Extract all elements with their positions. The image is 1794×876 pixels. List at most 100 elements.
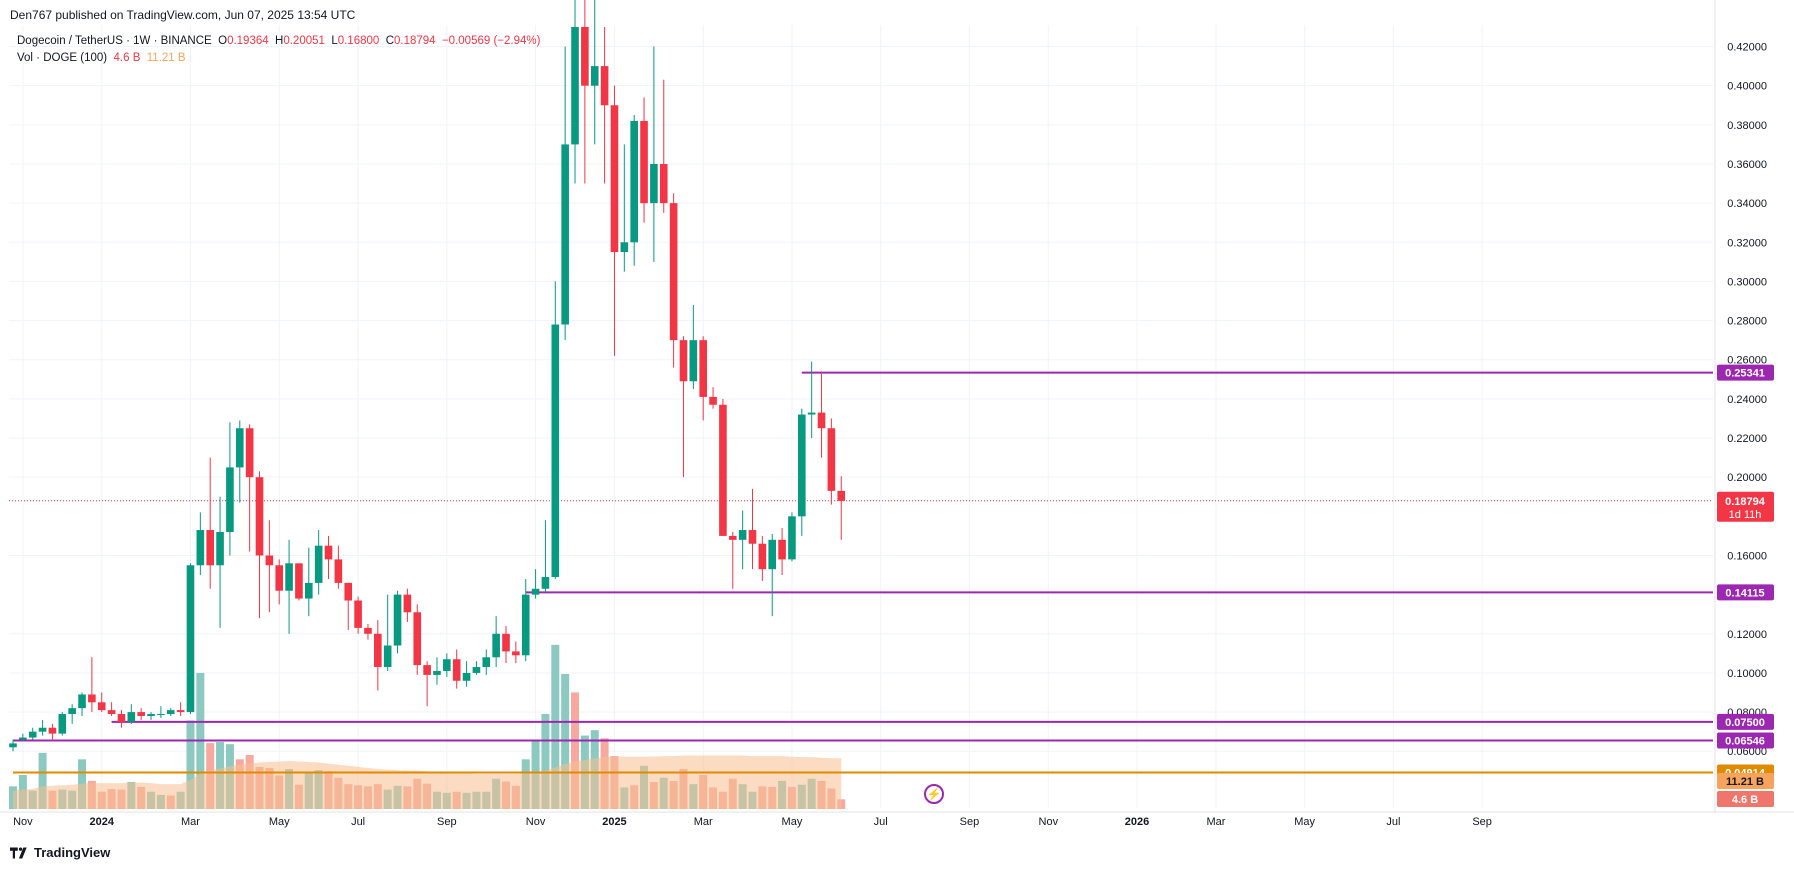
candle-body[interactable] — [640, 120, 648, 204]
candle-body[interactable] — [28, 731, 37, 738]
candle-body[interactable] — [38, 727, 47, 732]
candle-body[interactable] — [659, 163, 668, 204]
candle-body[interactable] — [324, 545, 333, 560]
candles[interactable] — [9, 0, 846, 752]
candle-body[interactable] — [334, 559, 343, 583]
candle-body[interactable] — [255, 477, 264, 556]
candle-body[interactable] — [581, 26, 589, 86]
candle-body[interactable] — [166, 710, 175, 715]
candle-body[interactable] — [699, 340, 707, 397]
candle-body[interactable] — [443, 659, 451, 671]
candle-body[interactable] — [295, 563, 303, 599]
candle-body[interactable] — [235, 428, 244, 468]
candle-body[interactable] — [117, 714, 126, 722]
last-price-badge[interactable] — [1717, 491, 1774, 522]
candle-body[interactable] — [383, 645, 392, 668]
candle-body[interactable] — [226, 467, 234, 532]
price-axis[interactable]: 0.42000 0.40000 0.38000 0.36000 0.34000 0.320… — [1716, 0, 1794, 812]
candle-body[interactable] — [137, 712, 145, 716]
level-price-label-badge[interactable] — [1717, 584, 1774, 601]
candle-body[interactable] — [19, 737, 27, 740]
candle-body[interactable] — [423, 665, 431, 675]
candle-body[interactable] — [68, 708, 76, 715]
candle-body[interactable] — [107, 710, 116, 715]
candle-body[interactable] — [196, 530, 205, 566]
candle-body[interactable] — [48, 727, 57, 734]
candle-body[interactable] — [512, 651, 520, 656]
level-price-label-badge[interactable] — [1717, 364, 1774, 381]
candle-body[interactable] — [9, 743, 17, 748]
candle-body[interactable] — [433, 670, 441, 675]
candle-body[interactable] — [571, 26, 579, 145]
candle-body[interactable] — [88, 694, 96, 703]
candle-body[interactable] — [206, 530, 214, 566]
candle-body[interactable] — [827, 428, 836, 491]
volume-label[interactable]: Vol · DOGE (100) — [17, 52, 108, 64]
candle-body[interactable] — [521, 594, 530, 656]
candle-body[interactable] — [709, 396, 717, 405]
candle-body[interactable] — [344, 582, 353, 601]
candle-body[interactable] — [265, 555, 274, 566]
candle-body[interactable] — [186, 565, 195, 713]
candle-body[interactable] — [669, 203, 678, 341]
candle-body[interactable] — [600, 66, 609, 106]
candle-body[interactable] — [147, 714, 155, 716]
horizontal-levels[interactable] — [9, 371, 1713, 774]
level-price-label-badge[interactable] — [1717, 713, 1774, 730]
time-axis[interactable]: Nov 2024 Mar May Jul Sep Nov 2025 Mar May Jul Sep No… — [13, 816, 1492, 828]
candle-body[interactable] — [798, 414, 806, 517]
candle-body[interactable] — [216, 531, 224, 566]
candle-body[interactable] — [127, 712, 136, 722]
candle-body[interactable] — [502, 633, 510, 652]
candle-body[interactable] — [374, 633, 382, 668]
symbol-label[interactable]: Dogecoin / TetherUS · 1W · BINANCE — [17, 35, 212, 47]
candle-body[interactable] — [719, 404, 727, 536]
candle-body[interactable] — [285, 563, 293, 591]
candle-body[interactable] — [650, 163, 658, 204]
candle-body[interactable] — [689, 340, 698, 382]
candle-body[interactable] — [452, 659, 461, 681]
candle-body[interactable] — [531, 588, 540, 595]
candle-body[interactable] — [590, 66, 599, 86]
candle-body[interactable] — [58, 714, 67, 734]
candle-body[interactable] — [748, 530, 757, 544]
candle-body[interactable] — [364, 627, 372, 634]
candle-body[interactable] — [305, 582, 313, 599]
candle-body[interactable] — [610, 105, 619, 253]
candle-body[interactable] — [462, 672, 471, 681]
candle-body[interactable] — [778, 539, 786, 560]
candle-body[interactable] — [97, 702, 106, 711]
candle-body[interactable] — [768, 539, 777, 570]
candle-body[interactable] — [807, 412, 816, 415]
candle-body[interactable] — [472, 667, 481, 673]
candle-body[interactable] — [679, 340, 688, 382]
candle-body[interactable] — [817, 412, 826, 429]
candle-body[interactable] — [551, 324, 560, 578]
candle-body[interactable] — [393, 594, 402, 646]
candle-body[interactable] — [245, 428, 254, 478]
level-price-label-badge[interactable] — [1717, 732, 1774, 749]
candle-body[interactable] — [561, 144, 569, 325]
candle-body[interactable] — [728, 535, 737, 540]
candle-body[interactable] — [314, 545, 323, 583]
candle-body[interactable] — [630, 120, 638, 243]
candle-body[interactable] — [541, 577, 550, 589]
candle-body[interactable] — [157, 714, 165, 716]
footer-brand[interactable]: TradingView — [10, 845, 110, 860]
candle-body[interactable] — [837, 490, 846, 501]
candle-body[interactable] — [176, 710, 185, 713]
lightning-icon[interactable]: ⚡ — [924, 784, 944, 804]
candle-body[interactable] — [354, 600, 362, 628]
candle-body[interactable] — [758, 543, 767, 570]
candle-body[interactable] — [275, 565, 284, 591]
candle-body[interactable] — [403, 594, 412, 613]
candle-body[interactable] — [78, 694, 86, 709]
candle-body[interactable] — [738, 530, 747, 540]
candle-body[interactable] — [413, 612, 422, 666]
candle-body[interactable] — [620, 242, 629, 253]
candle-body[interactable] — [492, 633, 500, 658]
candle-body[interactable] — [788, 516, 796, 560]
candle-body[interactable] — [482, 657, 491, 668]
